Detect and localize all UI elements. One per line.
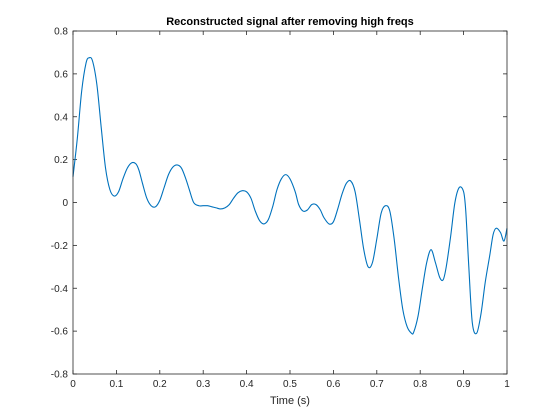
- y-tick-label: 0.6: [54, 69, 68, 80]
- x-tick-label: 1: [504, 379, 510, 390]
- x-tick-label: 0.5: [283, 379, 297, 390]
- y-tick-label: 0.2: [54, 155, 68, 166]
- x-tick-label: 0.1: [109, 379, 123, 390]
- x-tick-label: 0.2: [153, 379, 167, 390]
- y-tick-label: 0.8: [54, 27, 68, 38]
- y-tick-label: 0: [62, 198, 68, 209]
- y-tick-label: -0.6: [51, 327, 69, 338]
- y-axis-ticks: -0.8 -0.6 -0.4 -0.2 0 0.2 0.4 0.6 0.8: [51, 27, 507, 381]
- x-tick-label: 0.4: [240, 379, 254, 390]
- plot-frame: [72, 30, 508, 375]
- series-line-0: [72, 56, 508, 335]
- x-tick-label: 0.6: [326, 379, 340, 390]
- y-tick-label: -0.8: [51, 370, 69, 381]
- chart-title: Reconstructed signal after removing high…: [166, 16, 414, 28]
- y-tick-label: 0.4: [54, 112, 68, 123]
- x-tick-label: 0.3: [196, 379, 210, 390]
- x-tick-label: 0: [70, 379, 76, 390]
- series-layer: [72, 56, 508, 335]
- y-tick-label: -0.4: [51, 284, 69, 295]
- x-tick-label: 0.7: [370, 379, 384, 390]
- x-tick-label: 0.9: [457, 379, 471, 390]
- x-tick-label: 0.8: [413, 379, 427, 390]
- plot-area: [73, 31, 507, 374]
- x-axis-label: Time (s): [270, 395, 310, 407]
- y-tick-label: -0.2: [51, 241, 69, 252]
- x-axis-ticks: 0 0.1 0.2 0.3 0.4 0.5 0.6 0.7 0.8 0.9 1: [70, 31, 510, 390]
